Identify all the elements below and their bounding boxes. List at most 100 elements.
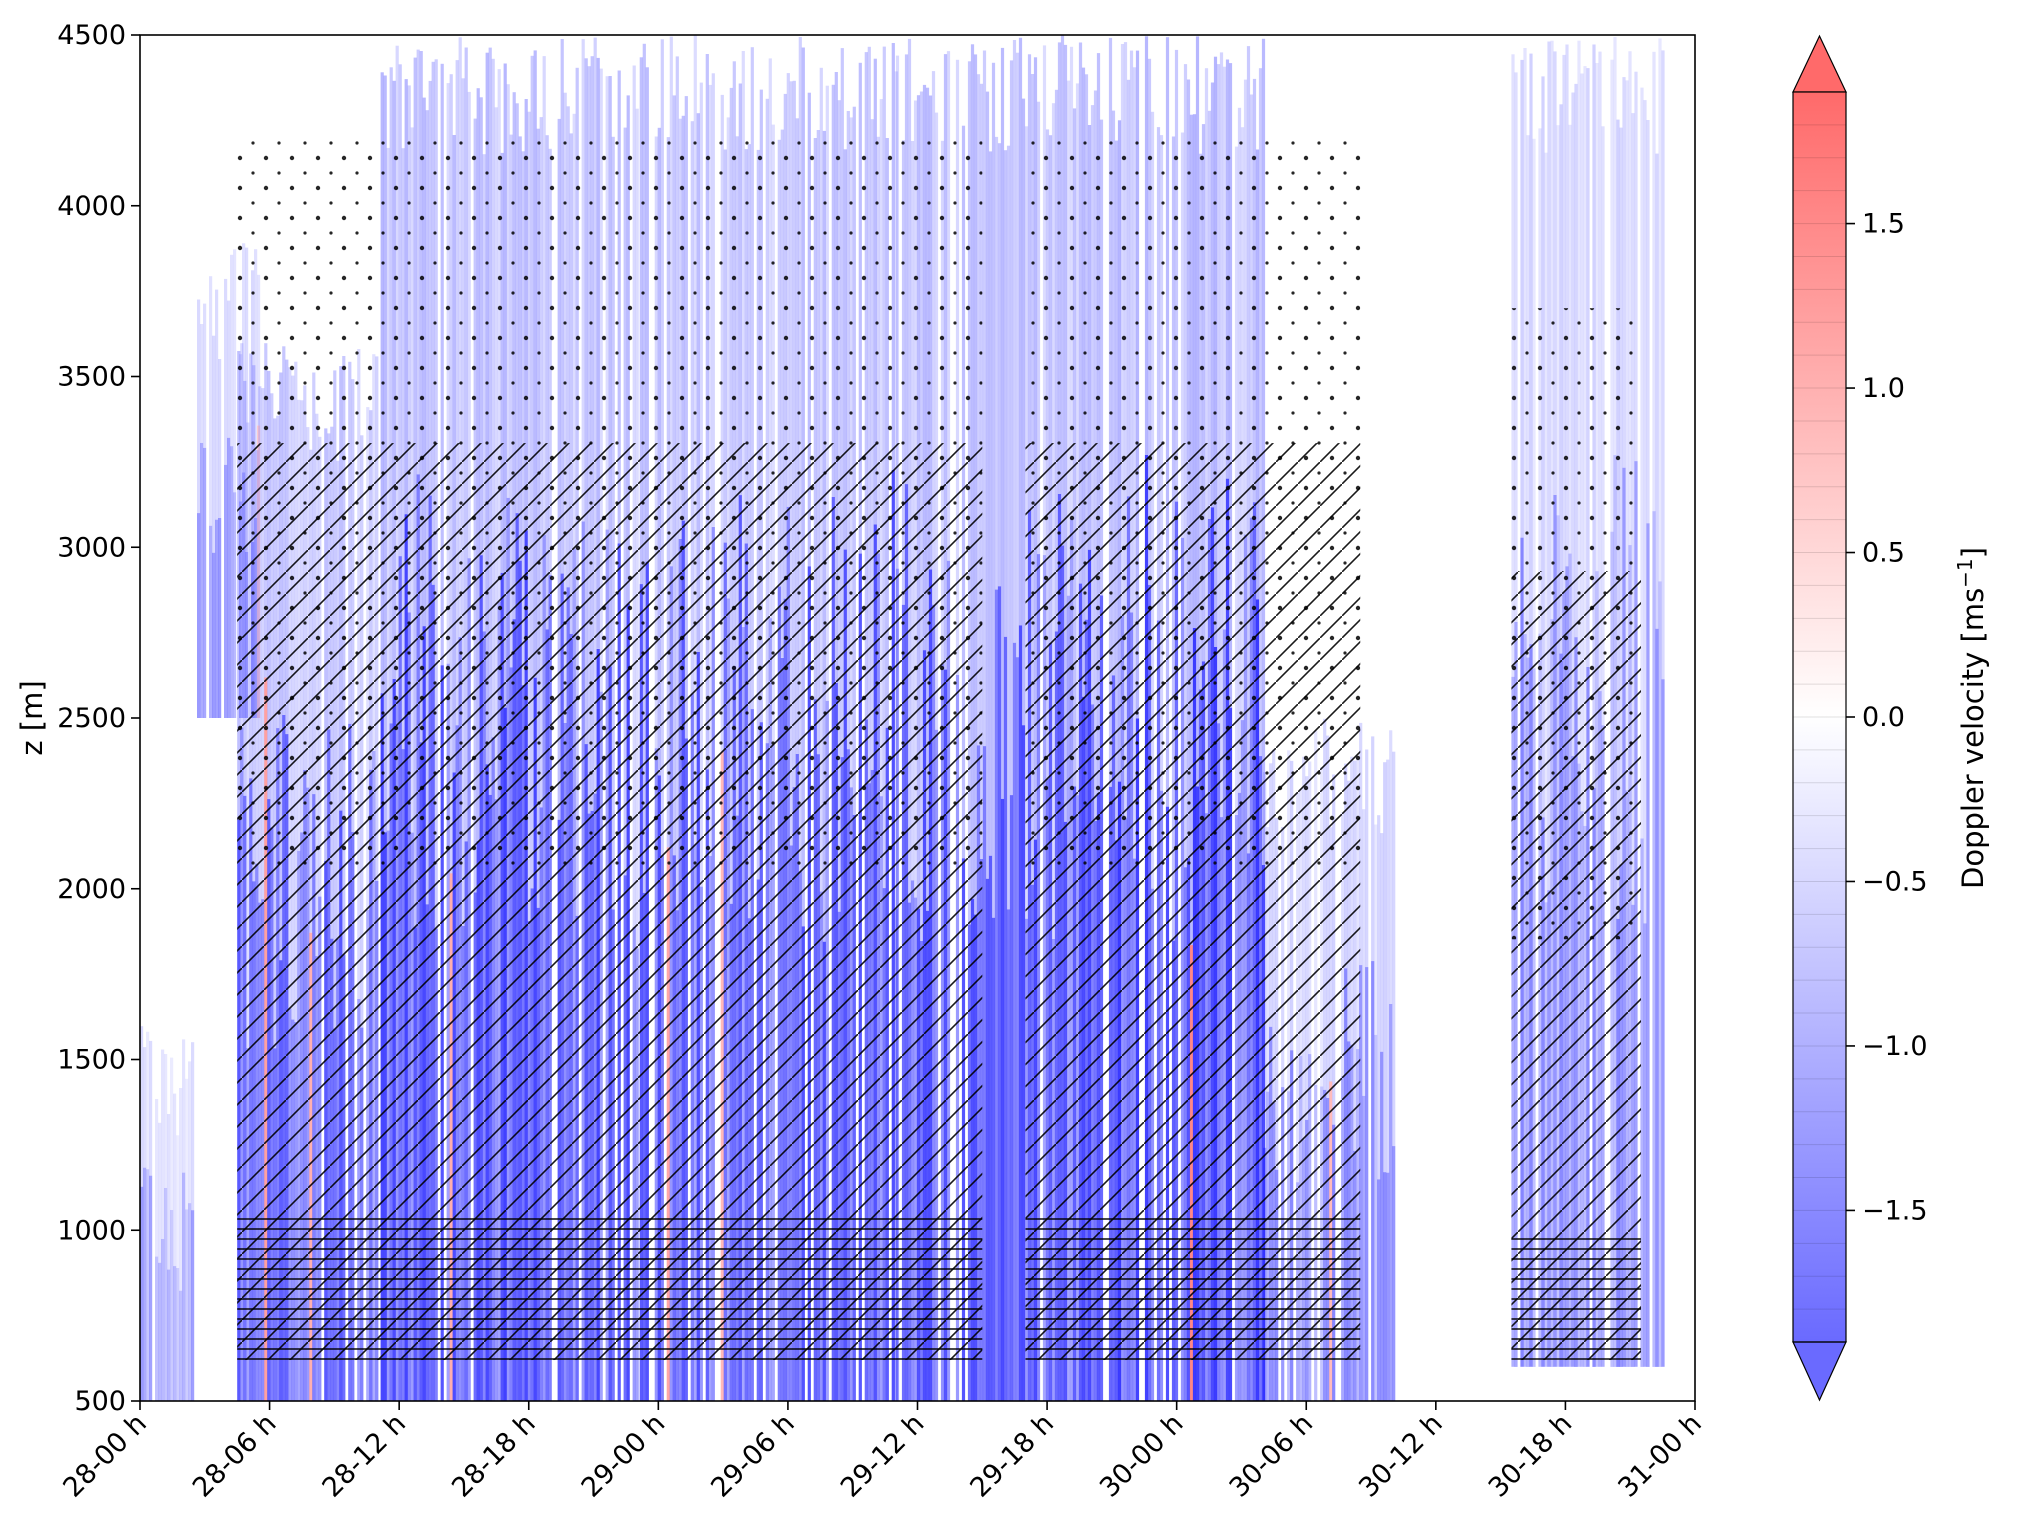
cloud-strip — [155, 1099, 159, 1257]
cloud-strip — [215, 289, 219, 520]
cloud-strip — [1640, 838, 1644, 1367]
cloud-strip — [997, 143, 1002, 587]
colorbar-label-exponent: −1 — [1953, 558, 1977, 587]
cloud-strip — [1628, 51, 1632, 546]
cloud-strip — [1000, 47, 1005, 799]
hatch-horizontal-region — [1025, 1213, 1361, 1361]
cloud-strip — [149, 1175, 153, 1401]
cloud-strip — [1610, 59, 1614, 532]
x-axis: 28-00 h 28-06 h 28-12 h 28-18 h 29-00 h 29-06… — [57, 1401, 1708, 1504]
cloud-strip — [1646, 523, 1650, 1367]
cloud-strip — [197, 299, 201, 514]
cloud-strip — [1661, 679, 1665, 1367]
cloud-strip — [982, 50, 987, 746]
cloud-strip — [1643, 923, 1647, 1367]
cloud-strip — [1380, 833, 1384, 1052]
colorbar-tick-label: −1.5 — [1862, 1195, 1928, 1226]
cloud-strip — [158, 1122, 162, 1263]
x-tick-label: 30-06 h — [1224, 1408, 1320, 1504]
cloud-strip — [1018, 625, 1023, 1401]
cloud-strip — [164, 1188, 168, 1401]
x-tick-label: 28-18 h — [446, 1408, 542, 1504]
cloud-strip — [215, 519, 219, 718]
cloud-strip — [188, 1203, 192, 1401]
cloud-strip — [997, 586, 1002, 1401]
cloud-strip — [140, 1186, 144, 1401]
cloud-strip — [182, 1039, 186, 1173]
cloud-strip — [203, 447, 207, 718]
cloud-strip — [994, 589, 999, 1401]
cloud-strip — [1000, 798, 1005, 1401]
cloud-strip — [1359, 722, 1363, 966]
cloud-strip — [1371, 736, 1375, 962]
cloud-strip — [1652, 51, 1656, 512]
cloud-strip — [991, 917, 996, 1401]
y-axis: 500 1000 1500 2000 2500 3000 3500 4000 4500 — [57, 20, 140, 1417]
cloud-strip — [1613, 37, 1617, 456]
cloud-strip — [230, 254, 234, 447]
colorbar-tick-label: 1.0 — [1862, 373, 1905, 404]
cloud-strip — [1383, 1172, 1387, 1401]
y-tick-label: 4000 — [57, 191, 126, 222]
x-tick-label: 30-18 h — [1483, 1408, 1579, 1504]
hatch-layer — [237, 137, 1642, 1361]
cloud-strip — [1380, 1051, 1384, 1401]
x-tick-label: 28-00 h — [57, 1408, 153, 1504]
cloud-strip — [233, 492, 237, 718]
x-tick-label: 29-12 h — [835, 1408, 931, 1504]
colorbar-tick-label: 0.0 — [1862, 702, 1905, 733]
colorbar-tick-label: −0.5 — [1862, 866, 1928, 897]
cloud-strip — [173, 1093, 177, 1267]
cloud-strip — [1658, 38, 1662, 582]
cloud-strip — [994, 136, 999, 590]
x-tick-label: 29-06 h — [705, 1408, 801, 1504]
cloud-strip — [182, 1172, 186, 1401]
cloud-strip — [167, 1114, 171, 1270]
cloud-strip — [985, 878, 990, 1401]
cloud-strip — [1389, 730, 1393, 1004]
colorbar-ticks: −1.5 −1.0 −0.5 0.0 0.5 1.0 1.5 — [1846, 209, 1928, 1226]
cloud-strip — [212, 335, 216, 553]
cloud-strip — [1634, 71, 1638, 462]
cloud-strip — [218, 359, 222, 518]
cloud-strip — [200, 324, 204, 443]
cloud-strip — [1520, 59, 1524, 538]
x-tick-label: 29-00 h — [576, 1408, 672, 1504]
cloud-strip — [233, 249, 237, 493]
cloud-strip — [173, 1266, 177, 1401]
cloud-strip — [179, 1088, 183, 1291]
colorbar-label: Doppler velocity [ms−1] — [1953, 547, 1990, 889]
cloud-strip — [1553, 51, 1557, 496]
cloud-strip — [209, 276, 213, 526]
cloud-strip — [209, 525, 213, 718]
colorbar-tick-label: 1.5 — [1862, 209, 1905, 240]
cloud-strip — [982, 746, 987, 1401]
cloud-strip — [197, 513, 201, 718]
cloud-strip — [1655, 153, 1659, 629]
x-tick-label: 30-00 h — [1094, 1408, 1190, 1504]
cloud-strip — [1374, 1034, 1378, 1401]
x-tick-label: 28-06 h — [187, 1408, 283, 1504]
cloud-strip — [224, 464, 228, 718]
cloud-strip — [988, 855, 993, 1401]
hatch-horizontal-region — [237, 1213, 983, 1361]
cloud-strip — [146, 1169, 150, 1401]
cloud-strip — [1658, 581, 1662, 1367]
hatch-diagonal-region — [237, 443, 983, 1361]
cloud-strip — [1362, 1095, 1366, 1401]
cloud-strip — [179, 1290, 183, 1401]
cloud-strip — [140, 1026, 144, 1187]
cloud-strip — [1640, 87, 1644, 839]
cloud-strip — [1386, 1172, 1390, 1401]
cloud-strip — [1015, 52, 1020, 658]
y-tick-label: 2000 — [57, 874, 126, 905]
y-tick-label: 3500 — [57, 362, 126, 393]
colorbar-tick-label: 0.5 — [1862, 538, 1905, 569]
y-tick-label: 2500 — [57, 703, 126, 734]
x-tick-label: 29-18 h — [964, 1408, 1060, 1504]
cloud-strip — [988, 151, 993, 856]
cloud-strip — [1652, 511, 1656, 1367]
cloud-strip — [203, 303, 207, 448]
cloud-strip — [1374, 824, 1378, 1035]
